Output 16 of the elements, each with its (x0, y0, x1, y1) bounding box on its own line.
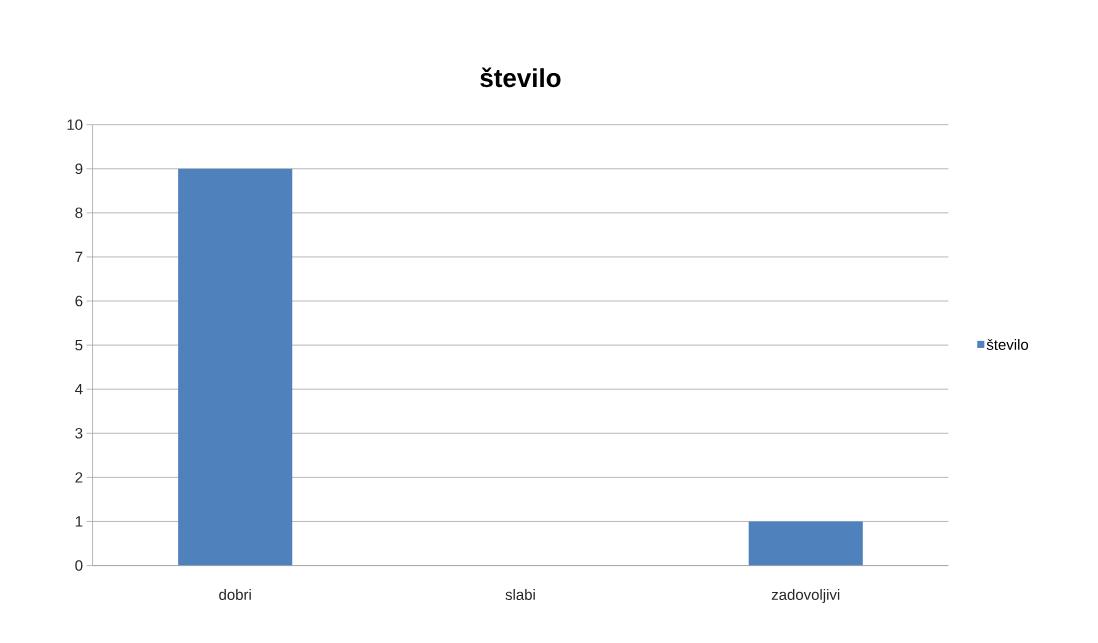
y-tick-label: 1 (75, 516, 83, 527)
x-tick-label: zadovoljivi (771, 588, 840, 603)
y-tick-label: 3 (75, 427, 83, 439)
y-tick-label: 4 (75, 383, 83, 395)
y-tick-label: 0 (75, 560, 83, 571)
y-tick-label: 8 (75, 207, 83, 218)
y-tick-label: 7 (75, 251, 83, 262)
y-tick-label: 2 (75, 471, 83, 483)
x-tick-label: slabi (505, 588, 535, 600)
legend-label: število (986, 338, 1029, 350)
x-tick-label: dobri (219, 588, 251, 600)
y-tick-label: 6 (75, 295, 83, 307)
y-tick-label: 10 (67, 119, 83, 130)
y-tick-label: 9 (75, 163, 83, 174)
y-tick-label: 5 (75, 339, 83, 351)
chart-title: število (480, 67, 561, 88)
